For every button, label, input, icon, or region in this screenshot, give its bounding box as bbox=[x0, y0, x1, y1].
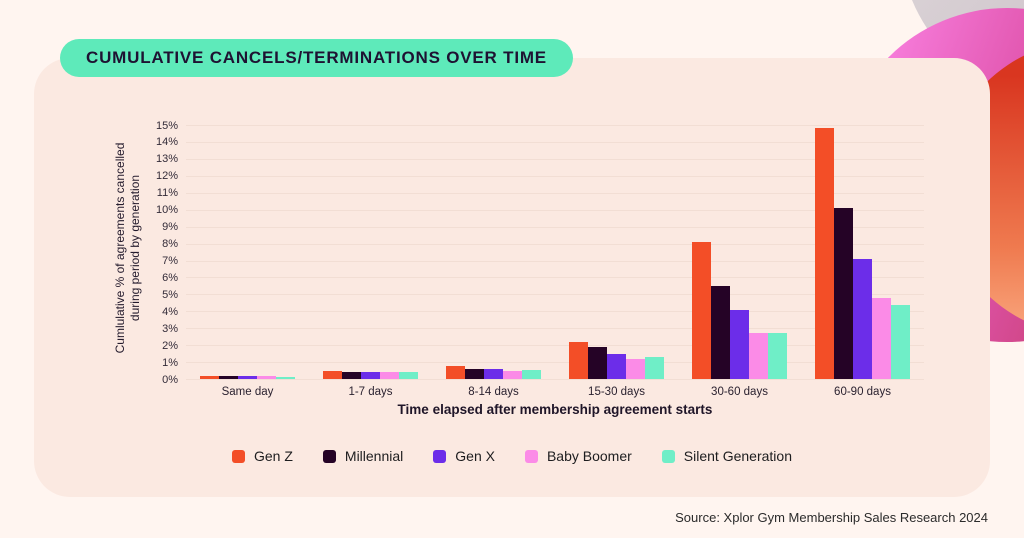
legend-label: Baby Boomer bbox=[546, 448, 632, 464]
bar-silent-generation bbox=[522, 369, 541, 379]
gridline bbox=[186, 125, 924, 126]
y-tick-label: 5% bbox=[162, 288, 178, 301]
bar-gen-z bbox=[692, 241, 711, 379]
bar-baby-boomer bbox=[380, 372, 399, 379]
legend-item-millennial: Millennial bbox=[322, 448, 404, 464]
legend-swatch bbox=[524, 449, 538, 463]
gridline bbox=[186, 226, 924, 228]
bar-millennial bbox=[465, 368, 484, 379]
bar-group: 1-7 days bbox=[309, 125, 432, 398]
legend-swatch bbox=[661, 449, 675, 463]
bar-gen-z bbox=[569, 341, 588, 379]
y-tick-label: 6% bbox=[162, 271, 178, 284]
category-label: 15-30 days bbox=[588, 386, 645, 398]
bar-gen-z bbox=[815, 128, 834, 379]
y-tick-label: 2% bbox=[162, 339, 178, 352]
legend-item-gen-z: Gen Z bbox=[232, 448, 293, 464]
category-label: 60-90 days bbox=[834, 386, 891, 398]
y-tick-label: 12% bbox=[155, 170, 178, 183]
bar-millennial bbox=[834, 208, 853, 379]
gridline bbox=[186, 311, 924, 313]
bar-group: 15-30 days bbox=[555, 125, 678, 398]
legend-swatch bbox=[232, 449, 245, 463]
category-label: Same day bbox=[221, 386, 274, 398]
gridline bbox=[186, 192, 924, 194]
gridline bbox=[186, 328, 924, 330]
bar-group: 8-14 days bbox=[432, 125, 555, 398]
gridline bbox=[186, 260, 924, 262]
chart-legend: Gen Z Millennial Gen X Baby Boomer Silent Ge… bbox=[34, 448, 990, 464]
bar-gen-x bbox=[484, 368, 503, 379]
y-tick-label: 11% bbox=[156, 187, 178, 200]
category-label: 1-7 days bbox=[348, 386, 393, 398]
page-title: CUMULATIVE CANCELS/TERMINATIONS OVER TIM… bbox=[60, 39, 573, 77]
bar-silent-generation bbox=[399, 372, 418, 379]
legend-item-baby-boomer: Baby Boomer bbox=[524, 448, 632, 464]
bar-baby-boomer bbox=[749, 333, 768, 379]
bar-silent-generation bbox=[276, 376, 295, 379]
plot-area: 15% 14% 13% 12% 11% 10% 9% 8% 7% 6% 5% 4% 3% 2% 1% 0% S… bbox=[156, 120, 924, 398]
gridline bbox=[186, 158, 924, 160]
y-axis-label-line1: Cumlulative % of agreements cancelled bbox=[113, 142, 127, 354]
bar-gen-x bbox=[361, 372, 380, 379]
chart-panel: Cumlulative % of agreements cancelled du… bbox=[34, 58, 990, 497]
legend-label: Silent Generation bbox=[683, 448, 792, 464]
y-tick-label: 10% bbox=[155, 204, 178, 217]
y-tick-label: 9% bbox=[162, 221, 178, 234]
bar-millennial bbox=[588, 346, 607, 379]
legend-item-silent-generation: Silent Generation bbox=[661, 448, 792, 464]
bar-gen-z bbox=[323, 370, 342, 379]
gridline bbox=[186, 175, 924, 177]
gridline bbox=[186, 243, 924, 245]
gridline bbox=[186, 294, 924, 296]
legend-label: Gen X bbox=[455, 448, 495, 464]
y-tick-label: 15% bbox=[155, 119, 178, 132]
x-axis-title: Time elapsed after membership agreement … bbox=[397, 402, 713, 417]
bar-silent-generation bbox=[645, 357, 664, 379]
legend-label: Millennial bbox=[344, 448, 404, 464]
y-tick-label: 14% bbox=[155, 136, 178, 149]
bar-gen-z bbox=[200, 375, 219, 379]
y-tick-label: 4% bbox=[162, 305, 178, 318]
bar-baby-boomer bbox=[503, 370, 522, 379]
bar-baby-boomer bbox=[257, 375, 276, 379]
legend-swatch bbox=[322, 449, 336, 463]
y-tick-label: 13% bbox=[155, 153, 178, 166]
y-tick-label: 1% bbox=[162, 356, 178, 369]
bar-group: Same day bbox=[186, 125, 309, 398]
gridline bbox=[186, 141, 924, 143]
bar-gen-x bbox=[730, 309, 749, 379]
bar-group: 60-90 days bbox=[801, 125, 924, 398]
bar-gen-x bbox=[238, 375, 257, 379]
legend-label: Gen Z bbox=[254, 448, 293, 464]
category-label: 8-14 days bbox=[468, 386, 519, 398]
gridline bbox=[186, 209, 924, 211]
bar-baby-boomer bbox=[872, 297, 891, 379]
gridline bbox=[186, 362, 924, 364]
legend-swatch bbox=[433, 449, 447, 463]
bar-silent-generation bbox=[768, 333, 787, 379]
bar-silent-generation bbox=[891, 304, 910, 379]
y-tick-label: 7% bbox=[162, 255, 178, 267]
bar-gen-x bbox=[853, 258, 872, 379]
bar-millennial bbox=[342, 372, 361, 379]
y-tick-label: 3% bbox=[162, 322, 178, 335]
bar-gen-x bbox=[607, 353, 626, 379]
bar-group: 30-60 days bbox=[678, 125, 801, 398]
bar-baby-boomer bbox=[626, 358, 645, 379]
bar-millennial bbox=[219, 375, 238, 379]
y-tick-label: 0% bbox=[162, 373, 178, 386]
category-label: 30-60 days bbox=[711, 386, 768, 398]
gridline bbox=[186, 345, 924, 347]
bar-gen-z bbox=[446, 365, 465, 379]
bar-millennial bbox=[711, 285, 730, 379]
legend-item-gen-x: Gen X bbox=[433, 448, 495, 464]
source-note: Source: Xplor Gym Membership Sales Resea… bbox=[675, 510, 988, 525]
gridline bbox=[186, 379, 924, 380]
y-tick-label: 8% bbox=[162, 238, 178, 250]
gridline bbox=[186, 277, 924, 279]
